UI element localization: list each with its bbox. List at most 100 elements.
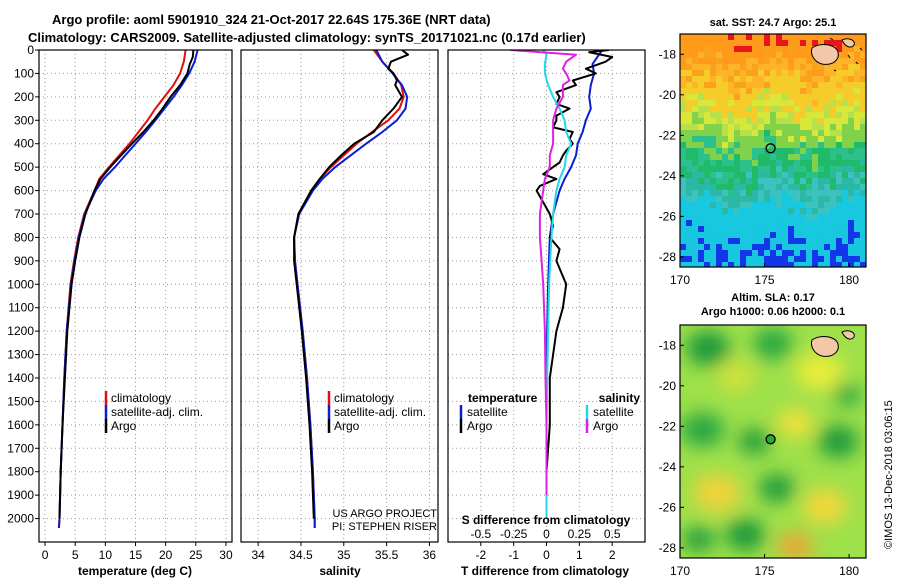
sla-blob xyxy=(818,425,859,458)
sst-cell xyxy=(764,124,771,131)
sst-cell xyxy=(680,106,687,113)
x-tick-label: 10 xyxy=(99,548,113,562)
x-tick-label: 34.5 xyxy=(289,548,313,562)
sst-cell xyxy=(770,154,777,161)
sst-cell xyxy=(680,112,687,119)
sst-cell xyxy=(764,40,771,47)
sst-cell xyxy=(722,262,729,267)
sst-cell xyxy=(698,154,705,161)
sst-cell xyxy=(740,46,747,53)
y-tick-label: 1400 xyxy=(7,371,34,385)
sst-cell xyxy=(794,142,801,149)
sst-cell xyxy=(788,124,795,131)
sla-blob xyxy=(753,327,793,360)
sst-cell xyxy=(764,250,771,257)
lon-tick-label: 175 xyxy=(755,564,775,578)
sst-cell xyxy=(734,160,741,167)
sst-cell xyxy=(788,130,795,137)
sst-cell xyxy=(848,208,855,215)
sst-cell xyxy=(836,184,843,191)
x-tick-label: 36 xyxy=(423,548,437,562)
sst-cell xyxy=(836,238,843,245)
sst-cell xyxy=(680,88,687,95)
sst-cell xyxy=(686,220,693,227)
sst-cell xyxy=(710,160,717,167)
sst-cell xyxy=(734,196,741,203)
sst-cell xyxy=(758,64,765,71)
sst-cell xyxy=(746,172,753,179)
sst-cell xyxy=(716,106,723,113)
sst-cell xyxy=(788,142,795,149)
sst-cell xyxy=(692,106,699,113)
sst-cell xyxy=(740,262,747,267)
sst-cell xyxy=(824,214,831,221)
sst-cell xyxy=(806,250,813,257)
sst-cell xyxy=(698,94,705,101)
sst-cell xyxy=(848,232,855,239)
sst-cell xyxy=(728,58,735,65)
sst-cell xyxy=(692,208,699,215)
sst-cell xyxy=(776,256,783,263)
sst-cell xyxy=(680,238,687,245)
sst-cell xyxy=(782,226,789,233)
sst-cell xyxy=(794,166,801,173)
sst-lon-ticks: 170 175 180 xyxy=(670,263,859,287)
s-diff-tick-label: 0 xyxy=(543,527,550,541)
sst-cell xyxy=(680,40,687,47)
sst-cell xyxy=(770,226,777,233)
sst-cell xyxy=(842,88,849,95)
x-tick-label: -2 xyxy=(475,548,486,562)
sst-cell xyxy=(746,262,753,267)
sst-cell xyxy=(698,40,705,47)
sst-cell xyxy=(830,106,837,113)
sst-cell xyxy=(752,202,759,209)
y-tick-label: 300 xyxy=(14,113,34,127)
sst-cell xyxy=(854,232,861,239)
sst-cell xyxy=(716,46,723,53)
sst-cell xyxy=(752,190,759,197)
sst-cell xyxy=(788,226,795,233)
sst-cell xyxy=(692,226,699,233)
sst-cell xyxy=(752,40,759,47)
sst-cell xyxy=(722,34,729,41)
sst-cell xyxy=(680,244,687,251)
sst-cell xyxy=(830,172,837,179)
sst-cell xyxy=(788,94,795,101)
sst-cell xyxy=(812,40,819,47)
sst-cell xyxy=(776,208,783,215)
sst-cell xyxy=(782,58,789,65)
sst-cell xyxy=(812,256,819,263)
sst-cell xyxy=(824,220,831,227)
sst-cell xyxy=(680,64,687,71)
series-line-satellite-adj-clim- xyxy=(57,50,199,528)
lon-tick-label: 170 xyxy=(670,273,690,287)
sst-cell xyxy=(788,190,795,197)
sst-cell xyxy=(764,46,771,53)
sst-cell xyxy=(746,196,753,203)
sst-cell xyxy=(830,40,837,47)
sst-cell xyxy=(770,202,777,209)
sst-cell xyxy=(842,172,849,179)
sst-cell xyxy=(716,34,723,41)
salinity-axis-label: salinity xyxy=(319,564,361,578)
sst-cell xyxy=(854,190,861,197)
sst-cell xyxy=(818,154,825,161)
sst-cell xyxy=(842,118,849,125)
sst-cell xyxy=(746,208,753,215)
sst-cell xyxy=(830,232,837,239)
sst-cell xyxy=(710,118,717,125)
sst-cell xyxy=(752,106,759,113)
sst-cell xyxy=(782,118,789,125)
sst-cell xyxy=(740,136,747,143)
sst-cell xyxy=(776,142,783,149)
sst-cell xyxy=(764,190,771,197)
sst-cell xyxy=(764,214,771,221)
sst-cell xyxy=(848,88,855,95)
sst-cell xyxy=(836,106,843,113)
sst-cell xyxy=(686,64,693,71)
sst-cell xyxy=(734,118,741,125)
lat-tick-label: -26 xyxy=(659,500,677,514)
sst-cell xyxy=(752,52,759,59)
sst-cell xyxy=(860,208,866,215)
sst-cell xyxy=(830,100,837,107)
